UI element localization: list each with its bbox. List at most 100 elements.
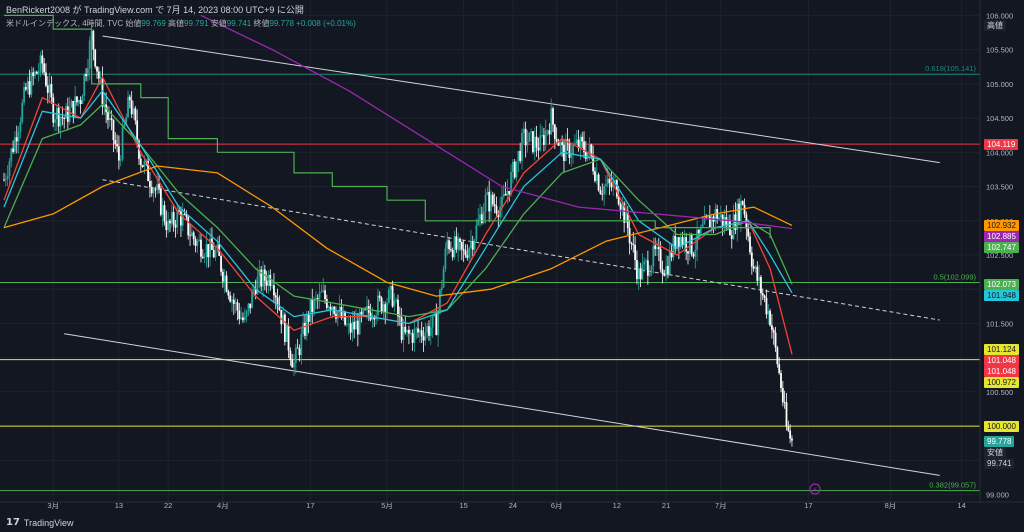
candle-body: [413, 328, 416, 343]
tradingview-logo-text: TradingView: [23, 517, 74, 528]
candle-body: [714, 208, 717, 222]
candle-body: [708, 216, 711, 228]
candle-body: [756, 266, 759, 281]
candle-body: [502, 194, 505, 197]
high-value: 99.791: [184, 19, 209, 28]
candle-body: [6, 176, 9, 179]
candle-body: [557, 141, 560, 146]
candle-body: [169, 220, 171, 224]
candle-body: [198, 239, 201, 241]
candle-body: [411, 333, 414, 343]
candle-body: [490, 194, 492, 212]
events-icon[interactable]: [809, 483, 821, 495]
x-tick-label: 14: [957, 501, 965, 510]
candle-body: [185, 214, 188, 217]
candle-body: [772, 329, 775, 333]
candle-body: [679, 237, 682, 248]
x-tick-label: 22: [164, 501, 172, 510]
candle-body: [428, 326, 430, 336]
candle-body: [240, 317, 243, 320]
candle-body: [225, 275, 228, 292]
candle-body: [453, 236, 456, 258]
candle-body: [258, 269, 261, 277]
candle-body: [3, 179, 5, 181]
candle-body: [236, 302, 239, 311]
candle-body: [221, 271, 224, 282]
candle-body: [473, 240, 476, 250]
x-tick-label: 15: [459, 501, 467, 510]
candle-body: [637, 268, 640, 280]
candle-body: [342, 311, 345, 319]
candle-body: [207, 244, 210, 258]
candle-body: [101, 77, 104, 107]
y-tick-label: 104.500: [986, 114, 1013, 123]
candle-body: [758, 277, 761, 281]
candle-body: [147, 160, 149, 182]
candle-body: [707, 216, 709, 218]
candle-body: [15, 137, 18, 142]
candle-body: [23, 87, 25, 103]
candle-body: [459, 238, 461, 242]
candle-body: [273, 285, 275, 296]
tradingview-mark-icon: 17: [6, 517, 20, 528]
indicator-ema_long: [200, 14, 793, 230]
candle-body: [574, 143, 576, 145]
candle-body: [581, 136, 584, 142]
candle-body: [701, 224, 704, 227]
candle-body: [274, 295, 277, 298]
price-tag: 安値: [984, 446, 1006, 458]
candle-body: [85, 74, 87, 77]
candle-body: [282, 314, 284, 325]
candle-body: [358, 311, 361, 335]
time-axis[interactable]: 3月 13 22 4月 17 5月 15 24 6月 12 21 7月 17 8月 14: [47, 501, 965, 510]
candle-body: [592, 155, 595, 172]
candle-body: [776, 347, 779, 365]
candle-body: [626, 210, 629, 229]
candle-body: [546, 130, 549, 132]
low-label: 安値: [210, 19, 227, 28]
tradingview-logo[interactable]: 17 TradingView: [6, 517, 73, 528]
candle-body: [322, 290, 325, 292]
candle-body: [329, 306, 332, 310]
candle-body: [515, 161, 518, 178]
candle-body: [200, 239, 202, 257]
candle-body: [688, 233, 691, 254]
candle-body: [256, 276, 259, 294]
price-tag: 102.073: [984, 278, 1019, 290]
candle-body: [70, 101, 73, 108]
candle-body: [87, 68, 89, 77]
candle-body: [470, 240, 472, 249]
candle-body: [327, 306, 330, 308]
candle-body: [174, 224, 177, 228]
candle-body: [781, 388, 784, 403]
candle-body: [594, 171, 596, 181]
candle-body: [555, 138, 558, 142]
candle-body: [584, 152, 587, 159]
candle-body: [418, 330, 421, 333]
candle-body: [108, 118, 111, 121]
candle-body: [533, 136, 536, 152]
candle-body: [636, 260, 638, 280]
candle-body: [119, 159, 122, 161]
candle-body: [493, 204, 496, 206]
candle-body: [289, 350, 292, 360]
symbol-legend[interactable]: 米ドルインデックス, 4時間, TVC 始値99.769 高値99.791 安値…: [6, 18, 356, 29]
candle-body: [595, 174, 598, 181]
candle-body: [482, 211, 485, 223]
candle-body: [716, 208, 719, 221]
candle-body: [504, 194, 507, 196]
trendlines: [64, 35, 940, 476]
candle-body: [752, 266, 755, 269]
candle-body: [141, 165, 144, 168]
price-tag: 99.741: [984, 457, 1015, 469]
candle-body: [749, 236, 751, 253]
change-value: +0.008 (+0.01%): [296, 19, 356, 28]
candle-body: [59, 117, 62, 127]
events-icon-glyph: ⚡: [813, 486, 818, 494]
candle-body: [74, 96, 77, 117]
candle-body: [229, 295, 232, 302]
candle-body: [446, 240, 449, 249]
candle-body: [754, 266, 757, 269]
candle-body: [331, 306, 334, 310]
